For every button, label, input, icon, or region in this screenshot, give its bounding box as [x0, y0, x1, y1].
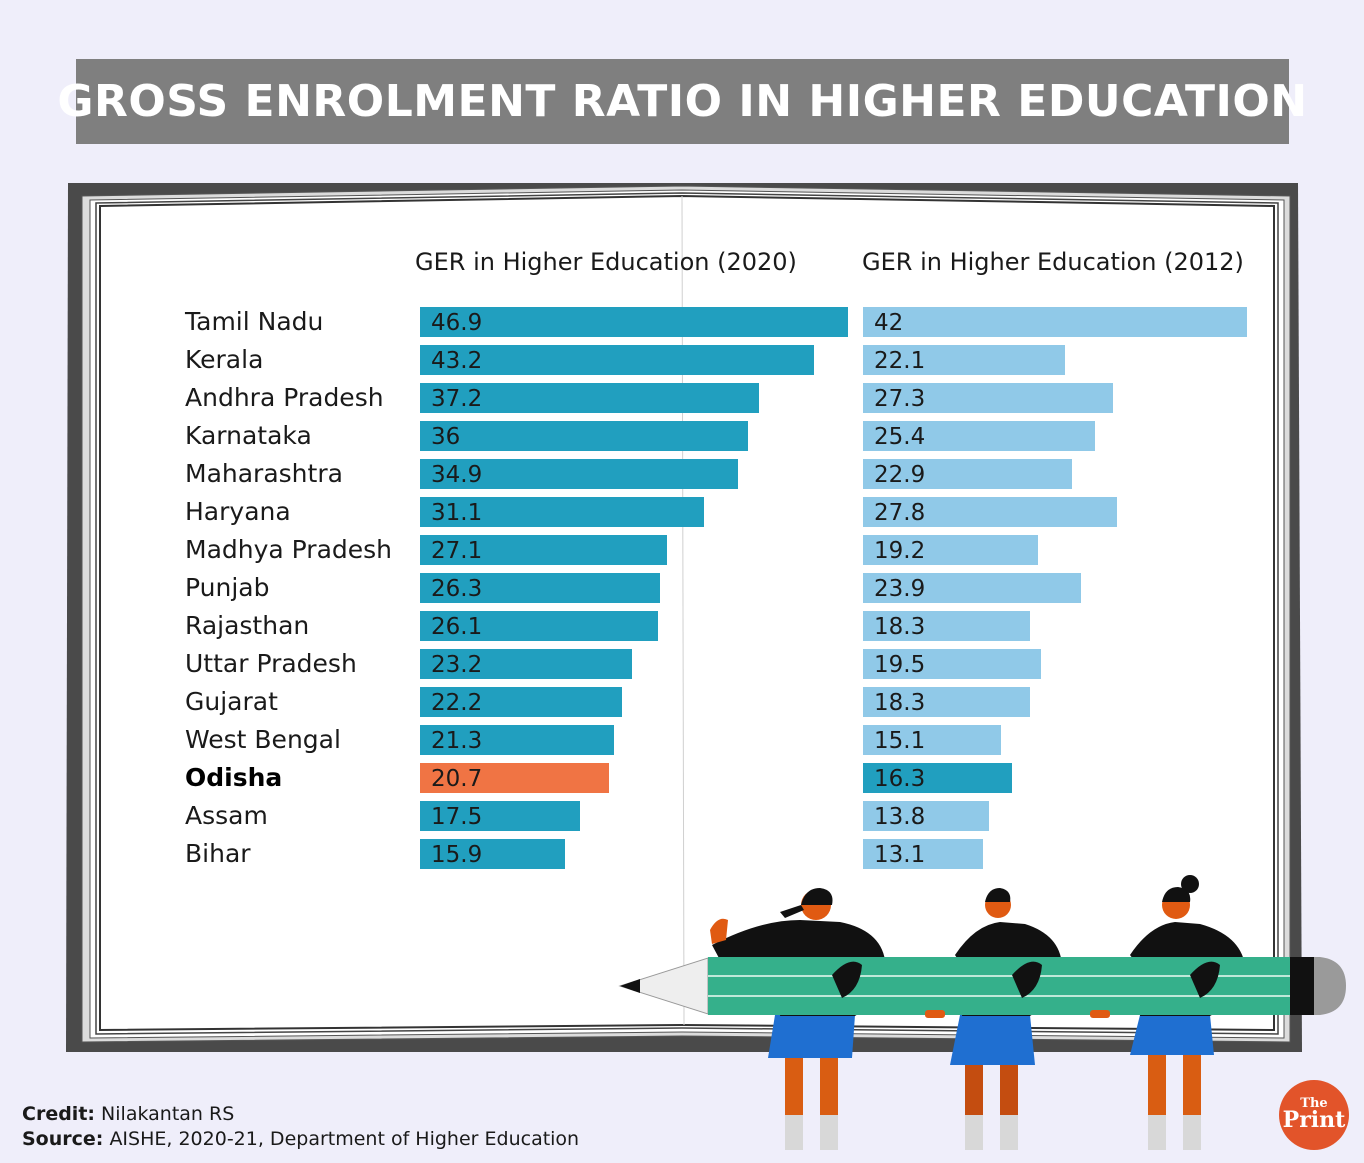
category-label: Maharashtra [185, 459, 343, 488]
bar-2012 [863, 345, 1065, 375]
bar-2012 [863, 725, 1001, 755]
student-figure-middle [950, 888, 1062, 1150]
bar-2012 [863, 459, 1073, 489]
category-label: Tamil Nadu [185, 307, 324, 336]
data-label: 42 [874, 310, 904, 336]
bar-2020 [420, 573, 660, 603]
bar-2012 [863, 649, 1042, 679]
pencil [618, 957, 1346, 1015]
data-label: 22.2 [431, 690, 483, 716]
data-label: 46.9 [431, 310, 483, 336]
bar-2020 [420, 763, 609, 793]
credit-label: Credit: [22, 1103, 95, 1125]
category-label: Karnataka [185, 421, 312, 450]
data-label: 27.3 [874, 386, 926, 412]
bar-2020 [420, 383, 760, 413]
category-label: Punjab [185, 573, 270, 602]
data-label: 43.2 [431, 348, 483, 374]
category-label: West Bengal [185, 725, 341, 754]
data-label: 31.1 [431, 500, 483, 526]
bar-2020 [420, 345, 814, 375]
credit-value: Nilakantan RS [101, 1103, 235, 1125]
bar-2012 [863, 763, 1012, 793]
student-figure-left [710, 888, 885, 1150]
bar-2020 [420, 421, 749, 451]
data-label: 23.9 [874, 576, 926, 602]
data-label: 37.2 [431, 386, 483, 412]
bar-2020 [420, 801, 580, 831]
data-label: 22.9 [874, 462, 926, 488]
data-label: 18.3 [874, 690, 926, 716]
data-label: 36 [431, 424, 461, 450]
data-label: 19.5 [874, 652, 926, 678]
data-label: 34.9 [431, 462, 483, 488]
category-label: Gujarat [185, 687, 278, 716]
bar-2012 [863, 535, 1039, 565]
source-label: Source: [22, 1128, 104, 1150]
series-2012-title: GER in Higher Education (2012) [862, 248, 1244, 276]
data-label: 16.3 [874, 766, 926, 792]
data-label: 13.8 [874, 804, 926, 830]
source-line: Source: AISHE, 2020-21, Department of Hi… [22, 1128, 579, 1150]
bar-2020 [420, 307, 848, 337]
bar-2020 [420, 611, 659, 641]
data-label: 18.3 [874, 614, 926, 640]
title-banner: GROSS ENROLMENT RATIO IN HIGHER EDUCATIO… [57, 59, 1307, 144]
data-label: 25.4 [874, 424, 926, 450]
data-label: 19.2 [874, 538, 926, 564]
category-label: Bihar [185, 839, 251, 868]
category-label: Odisha [185, 763, 283, 792]
data-label: 26.1 [431, 614, 483, 640]
bar-2020 [420, 839, 565, 869]
credit-line: Credit: Nilakantan RS [22, 1103, 234, 1125]
bar-2012 [863, 687, 1031, 717]
data-label: 23.2 [431, 652, 483, 678]
data-label: 27.1 [431, 538, 483, 564]
category-label: Rajasthan [185, 611, 310, 640]
data-label: 13.1 [874, 842, 926, 868]
bar-2020 [420, 497, 704, 527]
data-label: 17.5 [431, 804, 483, 830]
bar-2012 [863, 421, 1096, 451]
bar-2012 [863, 383, 1113, 413]
bar-2020 [420, 687, 623, 717]
data-label: 22.1 [874, 348, 926, 374]
bar-2020 [420, 725, 615, 755]
data-label: 26.3 [431, 576, 483, 602]
bar-2020 [420, 459, 739, 489]
data-label: 27.8 [874, 500, 926, 526]
bar-2012 [863, 497, 1118, 527]
data-label: 15.9 [431, 842, 483, 868]
logo-the-text: The [1300, 1096, 1328, 1111]
category-label: Andhra Pradesh [185, 383, 384, 412]
category-label: Haryana [185, 497, 291, 526]
category-label: Madhya Pradesh [185, 535, 393, 564]
series-2020-title: GER in Higher Education (2020) [415, 248, 797, 276]
category-label: Kerala [185, 345, 264, 374]
the-print-logo: The Print [1279, 1080, 1349, 1150]
logo-print-text: Print [1282, 1107, 1346, 1133]
bar-2012 [863, 573, 1082, 603]
data-label: 15.1 [874, 728, 926, 754]
category-label: Assam [185, 801, 268, 830]
bar-2012 [863, 839, 983, 869]
bar-2012 [863, 307, 1247, 337]
bar-2020 [420, 535, 668, 565]
bar-2020 [420, 649, 632, 679]
bar-2012 [863, 611, 1031, 641]
chart-title: GROSS ENROLMENT RATIO IN HIGHER EDUCATIO… [57, 76, 1308, 127]
data-label: 20.7 [431, 766, 483, 792]
data-label: 21.3 [431, 728, 483, 754]
category-label: Uttar Pradesh [185, 649, 357, 678]
bar-2012 [863, 801, 990, 831]
source-value: AISHE, 2020-21, Department of Higher Edu… [109, 1128, 580, 1150]
